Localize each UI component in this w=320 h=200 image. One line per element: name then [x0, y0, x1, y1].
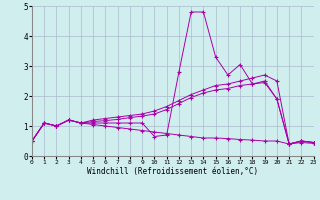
X-axis label: Windchill (Refroidissement éolien,°C): Windchill (Refroidissement éolien,°C): [87, 167, 258, 176]
